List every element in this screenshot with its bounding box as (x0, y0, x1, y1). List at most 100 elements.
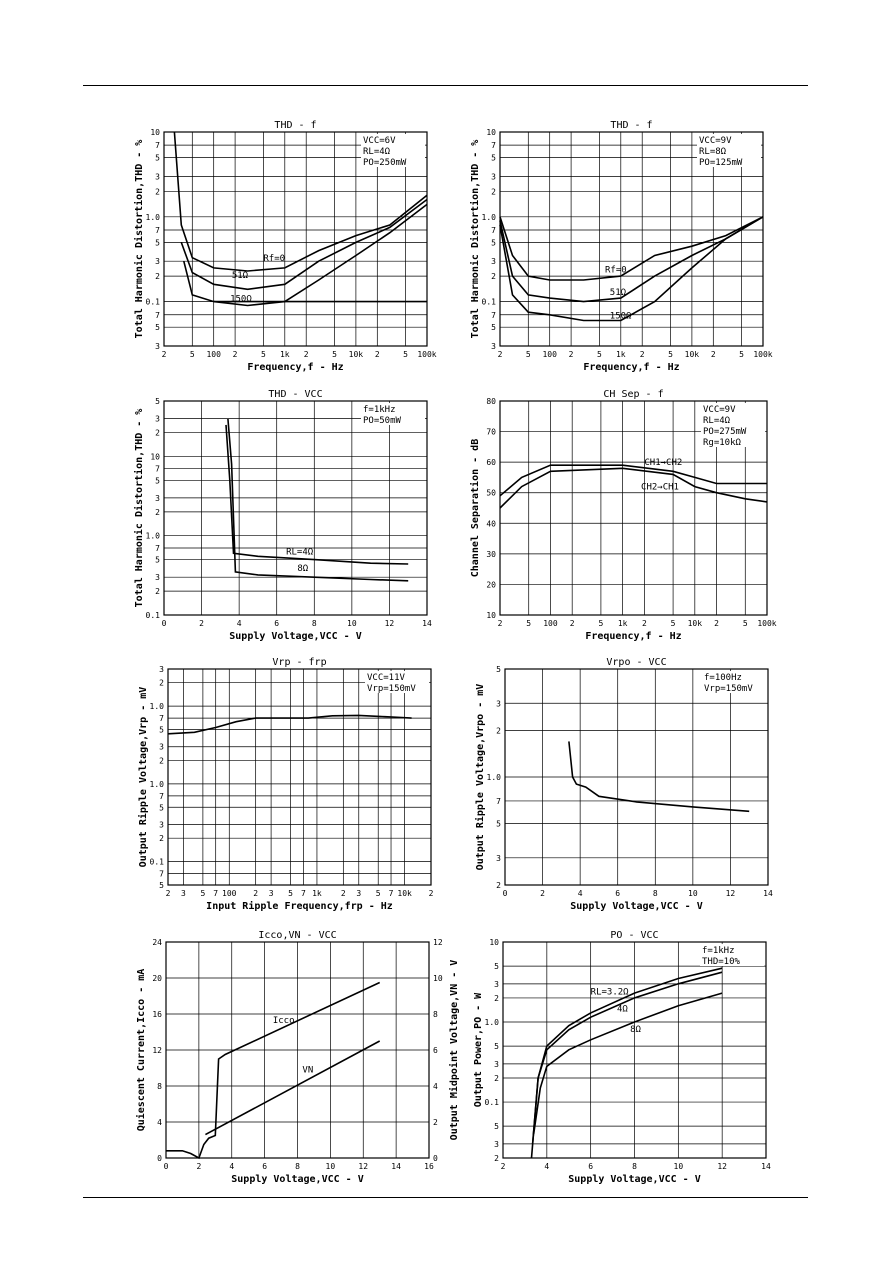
thd_vcc-x-axis-label: Supply Voltage,VCC - V (229, 631, 361, 642)
thd_f_left-x-tick-label: 5 (190, 350, 195, 359)
thd_vcc-series-line-rl4 (225, 424, 409, 565)
vrpo_vcc-x-tick-label: 14 (763, 889, 773, 898)
po_vcc-curve-label: RL=3.2Ω (591, 988, 630, 998)
thd_vcc-x-tick-label: 14 (422, 619, 432, 628)
ch_sep_f-x-tick-label: 2 (642, 619, 647, 628)
icco_vn_vcc-y-tick-label: 4 (157, 1118, 162, 1127)
thd_vcc-y-tick-label: 2 (155, 429, 160, 438)
thd_f_right-x-tick-label: 2 (640, 350, 645, 359)
thd_f_right-x-tick-label: 2 (498, 350, 503, 359)
vrpo_vcc-annotation-text: Vrp=150mV (704, 684, 753, 694)
po_vcc-plot-frame (502, 941, 767, 1159)
thd_f_right-annotation-bg (697, 156, 761, 167)
vrpo_vcc-x-tick-label: 10 (688, 889, 698, 898)
po_vcc-y-tick-label: 3 (494, 980, 499, 989)
thd_vcc-y-tick-label: 5 (155, 476, 160, 485)
icco_vn_vcc-y-tick-label: 16 (152, 1010, 162, 1019)
vrpo_vcc-series-line-0 (568, 741, 750, 813)
thd_f_left-x-tick-label: 100 (206, 350, 221, 359)
thd_f_left-series-line-rf0 (173, 131, 428, 272)
thd_vcc-x-tick-label: 8 (312, 619, 317, 628)
thd_f_right-annotation-text: RL=8Ω (699, 147, 727, 157)
thd_f_right-y-tick-label: 0.1 (482, 298, 497, 307)
thd_vcc-annotation-bg (361, 414, 425, 425)
vrpo_vcc-chart-title: Vrpo - VCC (606, 657, 666, 668)
thd_vcc-x-tick-label: 12 (385, 619, 395, 628)
thd_f_right-y-tick-label: 3 (491, 257, 496, 266)
thd_f_left-curve-label: Rf=0 (263, 254, 285, 264)
vrp_frp-y-tick-label: 1.0 (150, 702, 165, 711)
thd_vcc-y-tick-label: 7 (155, 544, 160, 553)
vrpo_vcc-y-tick-label: 1.0 (487, 773, 502, 782)
thd_f_right-y-tick-label: 7 (491, 226, 496, 235)
vrpo_vcc-plot-frame (504, 668, 769, 886)
po_vcc-annotation-bg (700, 944, 764, 955)
thd_f_right-y-tick-label: 5 (491, 238, 496, 247)
footer-rule (83, 1197, 808, 1198)
vrp_frp-annotation-bg (365, 671, 429, 682)
thd_f_right-annotation-text: PO=125mW (699, 158, 743, 168)
ch_sep_f-annotation-bg (701, 436, 765, 447)
vrpo_vcc-y-tick-label: 5 (496, 820, 501, 829)
icco_vn_vcc-x-tick-label: 0 (164, 1162, 169, 1171)
vrp_frp-y-tick-label: 2 (159, 834, 164, 843)
vrpo_vcc-x-tick-label: 4 (578, 889, 583, 898)
thd_f_left-x-tick-label: 100k (417, 350, 436, 359)
vrp_frp-x-tick-label: 7 (213, 889, 218, 898)
po_vcc-curve-label: 8Ω (630, 1025, 641, 1035)
thd_f_left-plot-frame (163, 131, 428, 347)
icco_vn_vcc-x-tick-label: 8 (295, 1162, 300, 1171)
po_vcc-x-tick-label: 8 (632, 1162, 637, 1171)
thd_f_left-x-tick-label: 2 (375, 350, 380, 359)
ch_sep_f-y-tick-label: 50 (486, 489, 496, 498)
thd_f_left-y-tick-label: 3 (155, 172, 160, 181)
thd_f_left-y-tick-label: 1.0 (146, 213, 161, 222)
thd_f_right-x-tick-label: 10k (685, 350, 700, 359)
icco_vn_vcc-y2-axis-label: Output Midpoint Voltage,VN - V (448, 960, 460, 1141)
ch_sep_f-x-tick-label: 5 (671, 619, 676, 628)
icco_vn_vcc-series-line-icco (166, 981, 381, 1160)
thd_f_right-y-tick-label: 2 (491, 187, 496, 196)
thd_f_left-series-line-150 (183, 203, 428, 307)
thd_f_left-x-tick-label: 5 (332, 350, 337, 359)
vrpo_vcc-y-tick-label: 3 (496, 699, 501, 708)
po_vcc-y-tick-label: 1.0 (485, 1018, 500, 1027)
thd_vcc-y-tick-label: 5 (155, 397, 160, 406)
thd_f_left-x-tick-label: 2 (233, 350, 238, 359)
icco_vn_vcc-series-line-vn (205, 1040, 381, 1136)
thd_vcc-y-tick-label: 7 (155, 465, 160, 474)
vrp_frp-x-tick-label: 7 (389, 889, 394, 898)
po_vcc-y-tick-label: 3 (494, 1060, 499, 1069)
thd_f_right-plot-frame (499, 131, 764, 347)
icco_vn_vcc-y-axis-label: Quiescent Current,Icco - mA (135, 969, 147, 1132)
po_vcc-y-tick-label: 3 (494, 1140, 499, 1149)
po_vcc-y-tick-label: 10 (489, 938, 499, 947)
vrp_frp-x-tick-label: 3 (181, 889, 186, 898)
vrpo_vcc-annotation-bg (702, 682, 766, 693)
thd_f_left-y-tick-label: 5 (155, 238, 160, 247)
icco_vn_vcc-x-tick-label: 12 (358, 1162, 368, 1171)
thd_vcc-y-tick-label: 2 (155, 587, 160, 596)
thd_f_right-x-tick-label: 1k (616, 350, 626, 359)
vrp_frp-x-tick-label: 100 (222, 889, 237, 898)
icco_vn_vcc-plot-frame (165, 941, 430, 1159)
thd_f_right-chart-title: THD - f (610, 120, 652, 131)
vrp_frp-chart-title: Vrp - frp (272, 657, 326, 668)
thd_f_left-y-tick-label: 5 (155, 154, 160, 163)
ch_sep_f-x-tick-label: 2 (714, 619, 719, 628)
thd_f_left-annotation-text: PO=250mW (363, 158, 407, 168)
ch_sep_f-x-tick-label: 1k (618, 619, 628, 628)
vrp_frp-x-tick-label: 5 (288, 889, 293, 898)
icco_vn_vcc-x-tick-label: 2 (196, 1162, 201, 1171)
thd_vcc-x-tick-label: 4 (237, 619, 242, 628)
ch_sep_f-annotation-text: PO=275mW (703, 427, 747, 437)
thd_f_left-y-tick-label: 2 (155, 272, 160, 281)
po_vcc-x-tick-label: 10 (674, 1162, 684, 1171)
thd_f_left-x-tick-label: 2 (162, 350, 167, 359)
thd_f_left-x-tick-label: 1k (280, 350, 290, 359)
vrp_frp-y-tick-label: 3 (159, 665, 164, 674)
po_vcc-x-tick-label: 4 (544, 1162, 549, 1171)
ch_sep_f-y-tick-label: 30 (486, 550, 496, 559)
po_vcc-annotation-text: THD=10% (702, 957, 741, 967)
